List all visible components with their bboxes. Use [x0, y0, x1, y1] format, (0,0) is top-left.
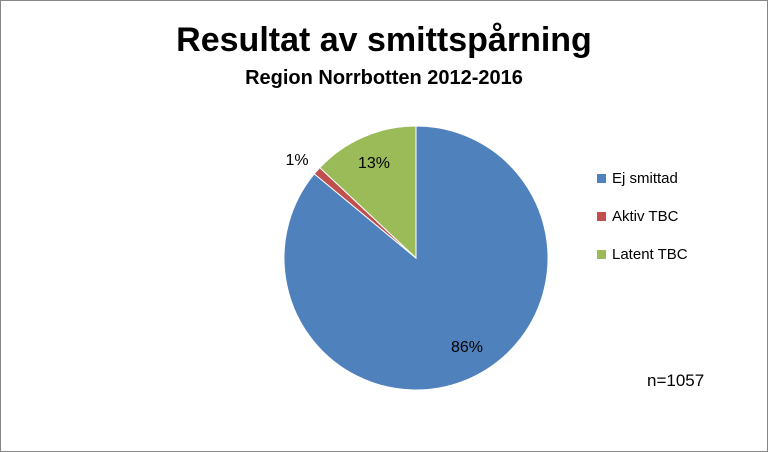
data-label-aktiv-tbc: 1%: [285, 152, 308, 169]
chart-title: Resultat av smittspårning: [176, 21, 592, 59]
legend-label-latent-tbc: Latent TBC: [612, 245, 688, 263]
legend: Ej smittad Aktiv TBC Latent TBC: [597, 159, 688, 273]
data-label-ej-smittad: 86%: [451, 339, 483, 356]
pie-slice-latent-tbc: [319, 125, 417, 260]
legend-swatch-ej-smittad: [597, 173, 606, 183]
legend-item-latent-tbc: Latent TBC: [597, 235, 688, 273]
legend-item-aktiv-tbc: Aktiv TBC: [597, 197, 688, 235]
legend-label-ej-smittad: Ej smittad: [612, 169, 678, 187]
data-label-latent-tbc: 13%: [358, 155, 390, 172]
chart-subtitle: Region Norrbotten 2012-2016: [245, 67, 523, 89]
legend-swatch-latent-tbc: [597, 249, 606, 259]
legend-swatch-aktiv-tbc: [597, 211, 606, 221]
legend-item-ej-smittad: Ej smittad: [597, 159, 688, 197]
legend-label-aktiv-tbc: Aktiv TBC: [612, 207, 679, 225]
sample-size-note: n=1057: [647, 371, 705, 390]
